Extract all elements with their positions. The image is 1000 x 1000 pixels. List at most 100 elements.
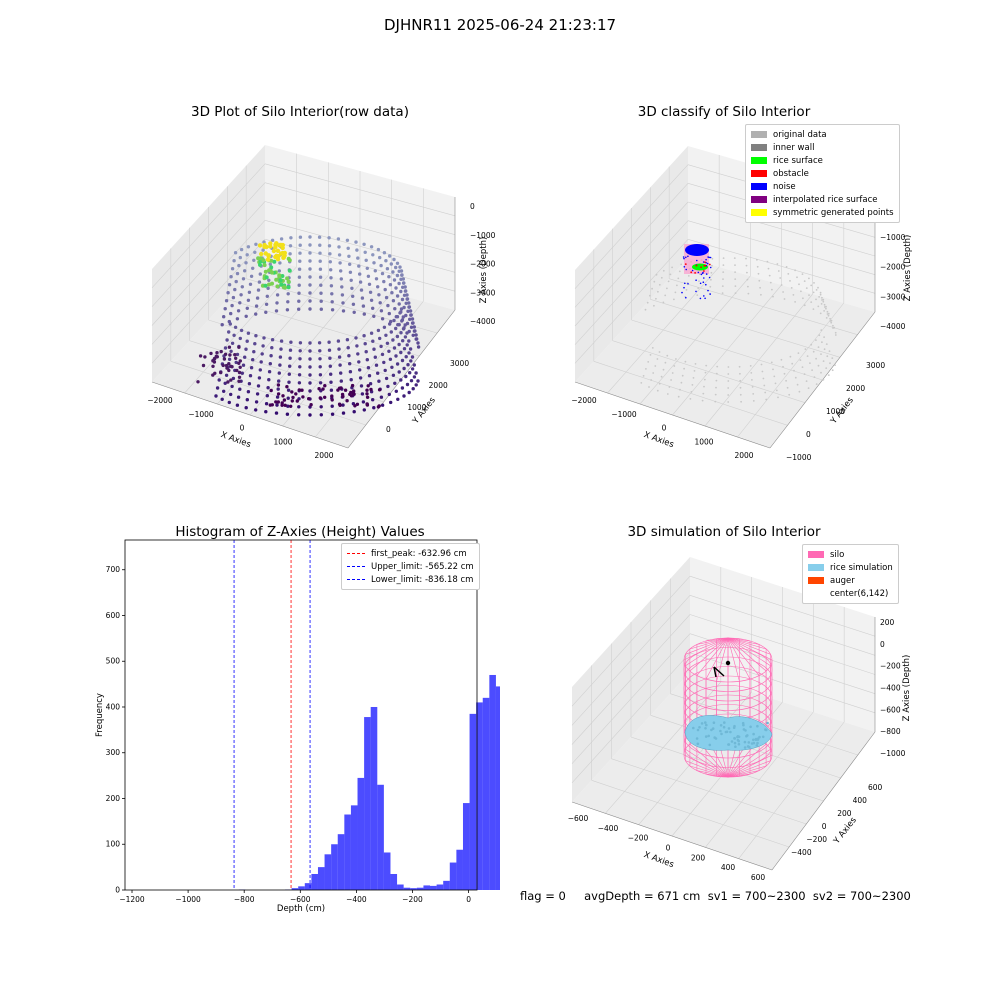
data-point: [279, 339, 284, 343]
silo-roof-line: [696, 637, 729, 645]
data-point: [703, 378, 706, 381]
data-point: [330, 398, 334, 402]
y-tick-label: 1000: [407, 403, 426, 412]
data-point: [369, 298, 374, 302]
classify-legend: original data inner wall rice surface ob…: [745, 124, 900, 223]
data-point: [684, 263, 687, 265]
data-point: [282, 250, 287, 256]
data-point: [223, 381, 227, 385]
data-point: [392, 346, 397, 350]
data-point: [392, 257, 396, 262]
data-point: [336, 339, 341, 343]
data-point: [815, 383, 818, 385]
data-point: [397, 370, 401, 374]
histogram-chart: −1200 −1000 −800 −600 −400 −200 0 0 100 200 300 40…: [95, 539, 500, 914]
simulation-legend: silo rice simulation auger center(6,142): [802, 544, 899, 604]
data-point: [228, 353, 232, 357]
data-point: [257, 280, 262, 284]
data-point: [341, 309, 346, 313]
data-point: [352, 310, 356, 314]
data-point: [354, 240, 358, 244]
data-point: [739, 372, 741, 375]
data-point: [365, 392, 369, 396]
x-tick-label: 600: [751, 873, 766, 882]
data-point: [236, 395, 241, 399]
data-point: [350, 286, 354, 290]
data-point: [759, 286, 761, 289]
data-point: [696, 294, 699, 296]
data-point: [267, 370, 272, 374]
data-point: [715, 379, 718, 382]
data-point: [705, 273, 708, 275]
data-point: [685, 244, 709, 256]
data-point: [389, 262, 393, 266]
data-point: [363, 342, 367, 346]
histogram-bar: [482, 697, 490, 890]
data-point: [779, 277, 782, 279]
data-point: [363, 250, 367, 254]
data-point: [685, 256, 687, 259]
data-point: [280, 274, 285, 278]
data-point: [317, 235, 322, 239]
data-point: [402, 366, 406, 371]
data-point: [269, 388, 273, 393]
data-point: [705, 364, 708, 367]
data-point: [704, 297, 706, 300]
data-point: [668, 386, 671, 388]
data-point: [773, 375, 776, 378]
data-point: [308, 357, 312, 361]
data-point: [819, 312, 822, 315]
data-point: [288, 356, 292, 360]
legend-line: [347, 566, 365, 567]
histogram-bar: [449, 862, 457, 890]
data-point: [644, 308, 647, 311]
legend-swatch: [808, 551, 824, 558]
x-tick-label: −2000: [147, 396, 173, 405]
data-point: [391, 373, 396, 377]
histogram-bar: [331, 844, 338, 890]
z-tick-label: 0: [470, 202, 475, 211]
data-point: [809, 362, 811, 364]
data-point: [337, 253, 342, 257]
data-point: [689, 398, 692, 400]
data-point: [238, 336, 242, 341]
data-point: [340, 285, 344, 289]
data-point: [834, 364, 836, 366]
data-point: [721, 292, 724, 294]
data-point: [702, 281, 705, 284]
data-point: [337, 245, 341, 249]
data-point: [285, 385, 289, 389]
data-point: [734, 278, 737, 280]
data-point: [409, 359, 413, 363]
data-point: [822, 300, 825, 303]
legend-item: silo: [808, 548, 893, 561]
data-point: [259, 251, 264, 257]
rice-point: [755, 744, 759, 747]
data-point: [408, 371, 412, 375]
data-point: [287, 372, 291, 376]
data-point: [225, 338, 229, 342]
data-point: [399, 378, 403, 382]
data-point: [660, 375, 663, 378]
data-point: [405, 321, 410, 326]
data-point: [277, 371, 281, 375]
rice-point: [729, 730, 732, 734]
data-point: [786, 386, 789, 389]
data-point: [734, 264, 736, 266]
rice-point: [761, 735, 765, 739]
data-point: [823, 310, 825, 312]
data-point: [407, 301, 411, 305]
data-point: [687, 275, 690, 277]
data-point: [827, 374, 830, 376]
data-point: [289, 404, 293, 408]
data-point: [387, 392, 391, 397]
data-point: [256, 256, 261, 261]
data-point: [817, 346, 820, 348]
data-point: [400, 318, 405, 322]
data-point: [395, 261, 400, 265]
y-axis-line: [769, 311, 876, 449]
rice-point: [750, 742, 754, 745]
legend-item: Upper_limit: -565.22 cm: [347, 560, 474, 573]
data-point: [221, 363, 225, 368]
x-tick-label: −200: [628, 834, 649, 843]
